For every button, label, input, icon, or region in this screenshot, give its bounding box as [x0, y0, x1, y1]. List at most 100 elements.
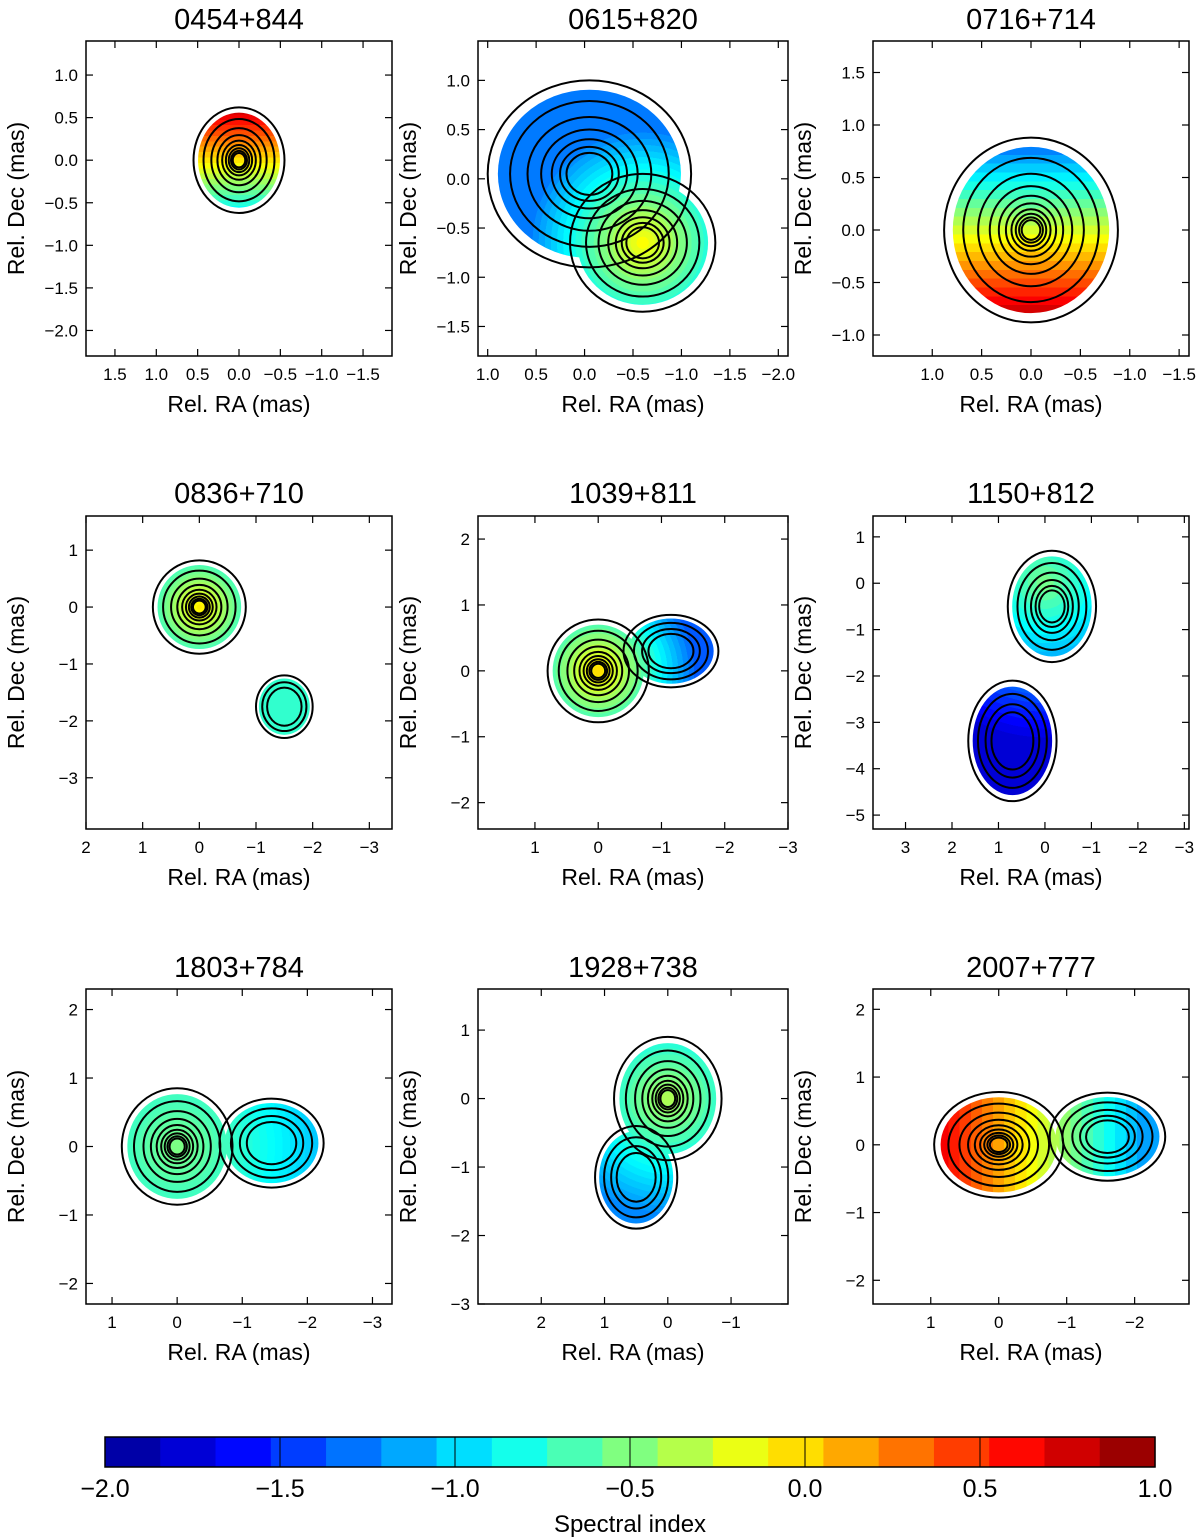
contour-line — [170, 577, 229, 637]
contour-line — [231, 151, 247, 169]
panel-0716-714: 1.0 0.5 0.0 −0.5 −1.0 −1.5 1.5 1.0 0.5 0.0 −0.5 −1.… — [790, 4, 1196, 417]
contour-line — [632, 621, 709, 681]
y-axis-label: Rel. Dec (mas) — [3, 1070, 29, 1223]
y-tick-label: −1 — [451, 1158, 470, 1177]
x-tick-label: −2 — [1125, 1313, 1144, 1332]
x-tick-label: −1 — [652, 838, 671, 857]
contour-line — [187, 595, 211, 619]
colorbar-tick-label: −0.5 — [605, 1475, 654, 1503]
x-tick-label: 1 — [138, 838, 147, 857]
colorbar-swatch — [933, 1437, 990, 1467]
panel-1928-738: 2 1 0 −1 1 0 −1 −2 −3 1928+738 Rel. RA (mas) Rel. D… — [395, 952, 789, 1365]
colorbar-swatch — [381, 1437, 438, 1467]
y-tick-label: 0 — [461, 1090, 470, 1109]
spectral-index-fill — [552, 624, 644, 718]
y-tick-label: −3 — [846, 713, 865, 732]
y-tick-label: 0.0 — [446, 170, 470, 189]
contour-line — [120, 1087, 234, 1206]
y-tick-label: −0.5 — [831, 274, 865, 293]
contour-line — [973, 1124, 1024, 1166]
y-tick-label: 1.5 — [841, 64, 865, 83]
spectral-index-fill — [599, 1131, 674, 1224]
x-tick-label: 1 — [926, 1313, 935, 1332]
x-tick-label: 0.0 — [573, 365, 597, 384]
x-tick-label: 2 — [81, 838, 90, 857]
x-tick-label: 0 — [172, 1313, 181, 1332]
spectral-index-fill — [952, 146, 1110, 314]
x-tick-label: −1 — [721, 1313, 740, 1332]
contour-line — [625, 226, 661, 260]
contour-line — [979, 1128, 1019, 1162]
contour-line — [990, 711, 1035, 771]
y-tick-label: −2.0 — [44, 321, 78, 340]
x-tick-label: 1 — [107, 1313, 116, 1332]
contour-line — [192, 106, 286, 214]
contour-line — [1024, 571, 1080, 642]
x-axis-label: Rel. RA (mas) — [167, 864, 310, 890]
y-tick-label: 1 — [856, 528, 865, 547]
plot-area — [594, 1035, 723, 1230]
contour-line — [654, 1083, 681, 1114]
contour-line — [988, 185, 1074, 275]
axes-frame — [872, 988, 1190, 1305]
contour-line — [977, 172, 1085, 288]
panel-title: 1928+738 — [568, 952, 698, 984]
colorbar-tick-label: −2.0 — [80, 1475, 129, 1503]
panel-title: 1150+812 — [967, 478, 1095, 510]
contour-line — [1071, 1108, 1144, 1165]
y-tick-label: 0.5 — [446, 121, 470, 140]
contour-line — [266, 686, 303, 727]
y-tick-label: 0.5 — [54, 109, 78, 128]
colorbar-swatch — [1044, 1437, 1101, 1467]
contour-line — [202, 118, 276, 203]
x-tick-label: 1.5 — [103, 365, 127, 384]
y-tick-label: 1 — [69, 1069, 78, 1088]
y-tick-label: −0.5 — [44, 194, 78, 213]
y-tick-label: −1.0 — [436, 268, 470, 287]
x-tick-label: 3 — [901, 838, 910, 857]
colorbar: −2.0 −1.5 −1.0 −0.5 0.0 0.5 1.0 Spectral index — [80, 1436, 1172, 1538]
contour-line — [585, 658, 611, 684]
y-tick-label: −1.5 — [44, 279, 78, 298]
y-tick-label: 2 — [69, 1001, 78, 1020]
y-tick-label: −2 — [59, 1274, 78, 1293]
y-tick-label: −2 — [846, 667, 865, 686]
plot-area — [151, 559, 314, 739]
spectral-index-fill — [157, 565, 242, 650]
contour-line — [967, 679, 1058, 803]
plot-area — [486, 79, 717, 313]
y-tick-label: −2 — [846, 1271, 865, 1290]
contour-line — [1006, 549, 1098, 664]
x-tick-label: 0.5 — [524, 365, 548, 384]
colorbar-swatch — [878, 1437, 935, 1467]
y-tick-label: 1 — [461, 596, 470, 615]
colorbar-swatch — [105, 1437, 161, 1467]
contour-line — [967, 1118, 1031, 1171]
y-tick-label: 1 — [69, 541, 78, 560]
axes-frame — [85, 515, 393, 830]
contour-line — [210, 127, 268, 194]
x-tick-label: −1.0 — [665, 365, 699, 384]
colorbar-swatch — [436, 1437, 493, 1467]
contour-line — [988, 1136, 1009, 1154]
y-tick-label: −2 — [451, 794, 470, 813]
x-tick-label: 2 — [947, 838, 956, 857]
colorbar-swatch — [989, 1437, 1046, 1467]
contour-line — [1010, 208, 1052, 252]
y-tick-label: −1.5 — [436, 317, 470, 336]
contour-line — [943, 136, 1119, 324]
contour-line — [1020, 219, 1042, 241]
x-tick-label: 0 — [195, 838, 204, 857]
contour-line — [613, 1035, 723, 1162]
contour-line — [168, 1137, 186, 1156]
y-tick-label: 0 — [461, 662, 470, 681]
contour-line — [224, 143, 254, 177]
colorbar-swatch — [270, 1437, 327, 1467]
contour-line — [149, 1117, 205, 1176]
contour-line — [245, 1120, 298, 1166]
contour-line — [659, 1089, 677, 1109]
spectral-index-fill — [127, 1094, 227, 1199]
contour-line — [155, 1123, 199, 1170]
x-axis-label: Rel. RA (mas) — [561, 391, 704, 417]
